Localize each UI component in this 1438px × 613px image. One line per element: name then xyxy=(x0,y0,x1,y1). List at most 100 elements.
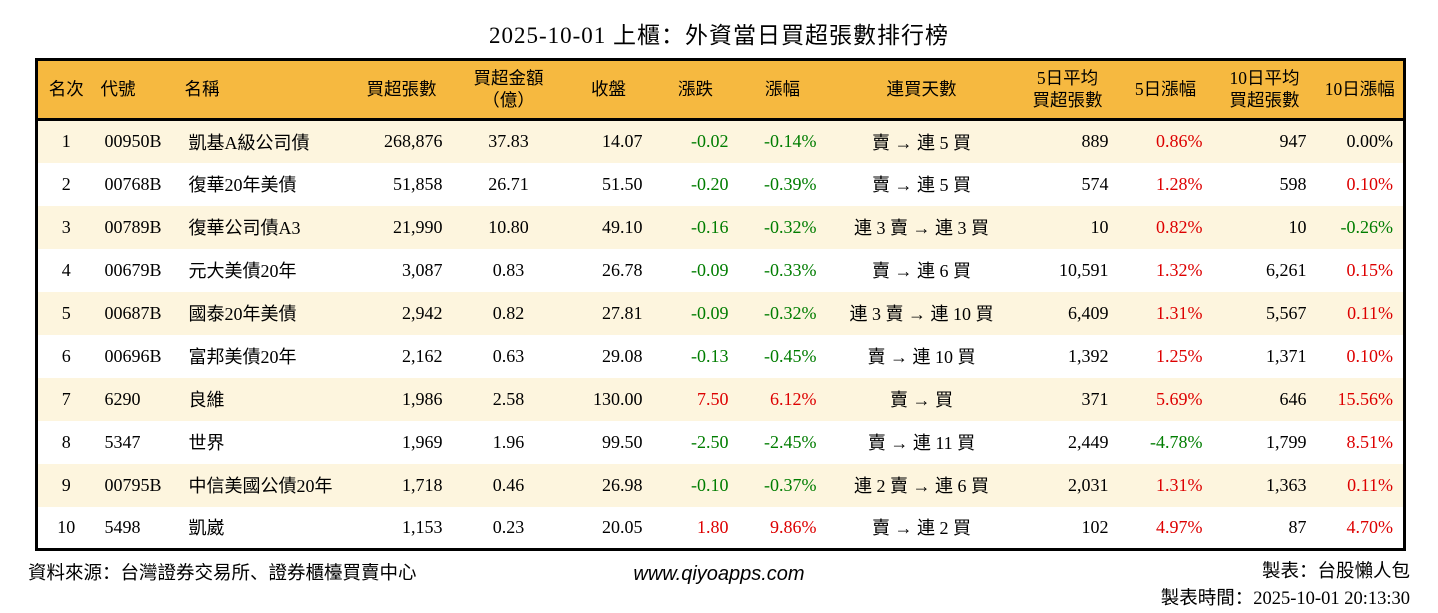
cell-avg10: 87 xyxy=(1288,516,1307,537)
page-title: 2025-10-01 上櫃：外資當日買超張數排行榜 xyxy=(488,23,950,48)
cell-vol: 2,942 xyxy=(402,302,443,323)
table-row: 7 6290 良維 1,986 2.58 130.00 7.50 6.12% 賣 → 買 371 5… xyxy=(36,377,1405,421)
cell-close: 130.00 xyxy=(593,388,643,409)
column-header-avg5: 5日平均 買超張數 xyxy=(1032,67,1103,110)
cell-close: 29.08 xyxy=(602,345,643,366)
cell-chg: 7.50 xyxy=(697,388,729,409)
cell-code: 00795B xyxy=(104,474,162,495)
cell-avg10: 1,371 xyxy=(1266,345,1307,366)
cell-code: 5347 xyxy=(104,431,141,452)
cell-chg_pct: -0.32% xyxy=(764,302,817,323)
cell-pct5: 1.28% xyxy=(1156,173,1203,194)
column-header-pct10: 10日漲幅 xyxy=(1324,78,1395,99)
cell-avg5: 889 xyxy=(1081,131,1109,152)
cell-avg10: 598 xyxy=(1279,173,1307,194)
cell-rank: 8 xyxy=(61,431,71,452)
cell-streak: 賣 → 連 11 買 xyxy=(867,433,976,453)
cell-pct10: 0.11% xyxy=(1347,474,1393,495)
table-row: 3 00789B 復華公司債A3 21,990 10.80 49.10 -0.16 -0.32… xyxy=(36,205,1405,249)
footer: 資料來源：台灣證券交易所、證券櫃檯買賣中心 www.qiyoapps.com 製… xyxy=(28,559,1410,613)
cell-vol: 1,969 xyxy=(402,431,443,452)
cell-vol: 1,718 xyxy=(402,474,443,495)
cell-avg5: 10 xyxy=(1090,216,1109,237)
cell-avg5: 102 xyxy=(1081,516,1109,537)
cell-code: 5498 xyxy=(104,516,141,537)
cell-rank: 1 xyxy=(61,131,71,152)
cell-close: 27.81 xyxy=(602,302,643,323)
table-body: 1 00950B 凱基A級公司債 268,876 37.83 14.07 -0.02 -0.1… xyxy=(36,119,1405,550)
cell-amt: 1.96 xyxy=(492,431,525,452)
cell-pct5: 1.32% xyxy=(1156,259,1203,280)
cell-avg5: 10,591 xyxy=(1059,259,1109,280)
cell-pct5: 1.31% xyxy=(1156,302,1203,323)
cell-chg: 1.80 xyxy=(697,516,729,537)
cell-rank: 7 xyxy=(61,388,71,409)
cell-chg_pct: -0.33% xyxy=(764,259,817,280)
cell-chg_pct: -0.14% xyxy=(764,131,817,152)
cell-name: 復華20年美債 xyxy=(188,175,297,195)
cell-chg: -0.10 xyxy=(691,474,729,495)
column-header-amt: 買超金額 （億） xyxy=(473,67,544,110)
table-row: 9 00795B 中信美國公債20年 1,718 0.46 26.98 -0.10 -0.37… xyxy=(36,463,1405,507)
cell-pct10: 0.15% xyxy=(1346,259,1394,280)
cell-pct5: 4.97% xyxy=(1156,516,1203,537)
made-time-text: 製表時間：2025-10-01 20:13:30 xyxy=(1160,588,1410,609)
cell-rank: 2 xyxy=(61,173,71,194)
cell-code: 00950B xyxy=(104,131,162,152)
cell-streak: 賣 → 連 5 買 xyxy=(872,132,971,153)
cell-name: 中信美國公債20年 xyxy=(188,476,333,496)
cell-avg10: 10 xyxy=(1288,216,1307,237)
column-header-code: 代號 xyxy=(100,78,136,99)
cell-close: 99.50 xyxy=(602,431,643,452)
cell-streak: 賣 → 連 5 買 xyxy=(872,175,971,195)
cell-chg: -2.50 xyxy=(691,431,729,452)
cell-close: 14.07 xyxy=(602,131,643,152)
cell-rank: 6 xyxy=(61,345,71,366)
cell-code: 00768B xyxy=(104,173,162,194)
cell-pct5: 0.82% xyxy=(1156,216,1203,237)
cell-chg_pct: -0.39% xyxy=(764,173,817,194)
cell-name: 世界 xyxy=(188,433,225,453)
cell-rank: 3 xyxy=(61,216,71,237)
cell-amt: 0.83 xyxy=(492,259,525,280)
cell-pct10: 15.56% xyxy=(1337,388,1394,409)
cell-chg: -0.09 xyxy=(691,259,729,280)
cell-vol: 268,876 xyxy=(384,131,443,152)
cell-chg_pct: -0.32% xyxy=(764,216,817,237)
table-row: 1 00950B 凱基A級公司債 268,876 37.83 14.07 -0.02 -0.1… xyxy=(36,119,1405,163)
cell-chg: -0.13 xyxy=(691,345,729,366)
cell-name: 元大美債20年 xyxy=(188,261,297,281)
cell-vol: 1,986 xyxy=(402,388,443,409)
cell-close: 51.50 xyxy=(602,173,643,194)
cell-pct10: 8.51% xyxy=(1346,431,1394,452)
cell-chg_pct: 9.86% xyxy=(770,516,817,537)
website-url: www.qiyoapps.com xyxy=(633,563,805,585)
cell-code: 00696B xyxy=(104,345,162,366)
table-row: 8 5347 世界 1,969 1.96 99.50 -2.50 -2.45% 賣 → 連 11… xyxy=(36,420,1405,464)
cell-pct5: 1.31% xyxy=(1156,474,1203,495)
cell-amt: 0.63 xyxy=(492,345,525,366)
cell-code: 00679B xyxy=(104,259,162,280)
cell-streak: 賣 → 連 6 買 xyxy=(872,261,971,281)
cell-amt: 2.58 xyxy=(492,388,525,409)
cell-pct10: 0.10% xyxy=(1346,345,1394,366)
credits: 製表：台股懶人包 製表時間：2025-10-01 20:13:30 xyxy=(805,559,1410,613)
cell-name: 良維 xyxy=(188,390,225,410)
cell-avg5: 6,409 xyxy=(1068,302,1109,323)
cell-chg_pct: 6.12% xyxy=(770,388,817,409)
cell-vol: 21,990 xyxy=(393,216,443,237)
cell-streak: 連 3 賣 → 連 10 買 xyxy=(849,304,994,324)
cell-avg5: 371 xyxy=(1081,388,1109,409)
cell-avg10: 6,261 xyxy=(1266,259,1307,280)
cell-chg_pct: -2.45% xyxy=(764,431,817,452)
cell-close: 49.10 xyxy=(602,216,643,237)
cell-pct10: -0.26% xyxy=(1340,216,1394,237)
cell-close: 26.98 xyxy=(602,474,643,495)
cell-avg10: 947 xyxy=(1279,131,1307,152)
column-header-chg_pct: 漲幅 xyxy=(765,78,800,99)
cell-rank: 9 xyxy=(61,474,71,495)
cell-pct10: 0.10% xyxy=(1346,173,1394,194)
cell-pct5: 0.86% xyxy=(1156,131,1203,152)
cell-name: 富邦美債20年 xyxy=(188,347,297,367)
cell-rank: 4 xyxy=(61,259,71,280)
